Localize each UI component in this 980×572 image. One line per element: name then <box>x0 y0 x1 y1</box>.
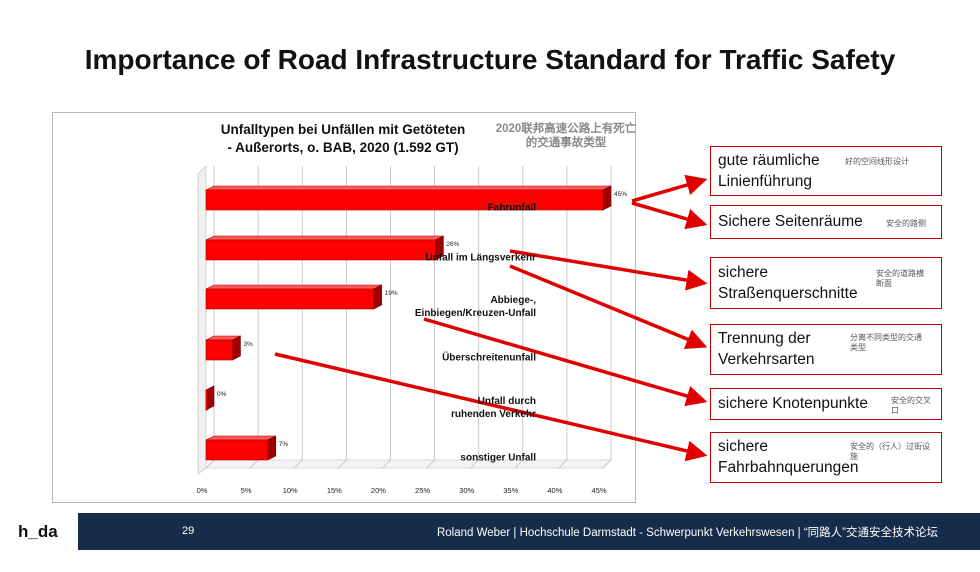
callout-box: sichere Fahrbahnquerungen 安全的（行人）过街设施 <box>710 432 942 483</box>
category-label: Unfall im Längsverkehr <box>425 252 536 264</box>
callout-box: Sichere Seitenräume 安全的路侧 <box>710 205 942 239</box>
category-label: Unfall durch ruhenden Verkehr <box>450 396 536 420</box>
callout-translation: 安全的路侧 <box>886 219 926 228</box>
callout-text: sichere Straßenquerschnitte <box>718 263 858 302</box>
callout-arrow <box>631 201 708 230</box>
callout-text: gute räumliche Linienführung <box>718 151 820 190</box>
category-label: Überschreitenunfall <box>442 352 536 364</box>
slide-title: Importance of Road Infrastructure Standa… <box>84 44 896 75</box>
footer-bar: 29 Roland Weber | Hochschule Darmstadt -… <box>78 513 980 550</box>
chart-panel: Unfalltypen bei Unfällen mit Getöteten - … <box>52 112 636 503</box>
callout-arrow <box>631 174 708 203</box>
callout-translation: 分离不同类型的交通 类型 <box>850 333 922 352</box>
callout-text: Trennung der Verkehrsarten <box>718 330 815 368</box>
hda-logo: h_da <box>18 522 58 541</box>
callout-text: Sichere Seitenräume <box>718 213 863 230</box>
category-label: Fahrunfall <box>487 202 536 214</box>
callout-box: sichere Knotenpunkte 安全的交叉口 <box>710 388 942 420</box>
callout-translation: 安全的（行人）过街设施 <box>850 442 930 461</box>
chart-title-chinese: 2020联邦高速公路上有死亡 的交通事故类型 <box>495 123 637 149</box>
callout-box: Trennung der Verkehrsarten 分离不同类型的交通 类型 <box>710 324 942 375</box>
callout-translation: 安全的道路横 断面 <box>876 269 924 288</box>
category-label: sonstiger Unfall <box>460 452 536 464</box>
page-number: 29 <box>182 525 195 537</box>
callout-text: sichere Fahrbahnquerungen <box>718 438 859 476</box>
chart-title: Unfalltypen bei Unfällen mit Getöteten - … <box>220 122 466 155</box>
callout-text: sichere Knotenpunkte <box>718 395 868 412</box>
category-label: Abbiege-, Einbiegen/Kreuzen-Unfall <box>414 295 536 319</box>
footer: h_da 29 Roland Weber | Hochschule Darmst… <box>0 513 980 554</box>
footer-credit: Roland Weber | Hochschule Darmstadt - Sc… <box>436 527 938 539</box>
callout-translation: 安全的交叉口 <box>891 396 931 415</box>
callout-box: gute räumliche Linienführung 好的空间线形设计 <box>710 146 942 196</box>
callout-box: sichere Straßenquerschnitte 安全的道路横 断面 <box>710 257 942 309</box>
callout-translation: 好的空间线形设计 <box>845 157 909 166</box>
